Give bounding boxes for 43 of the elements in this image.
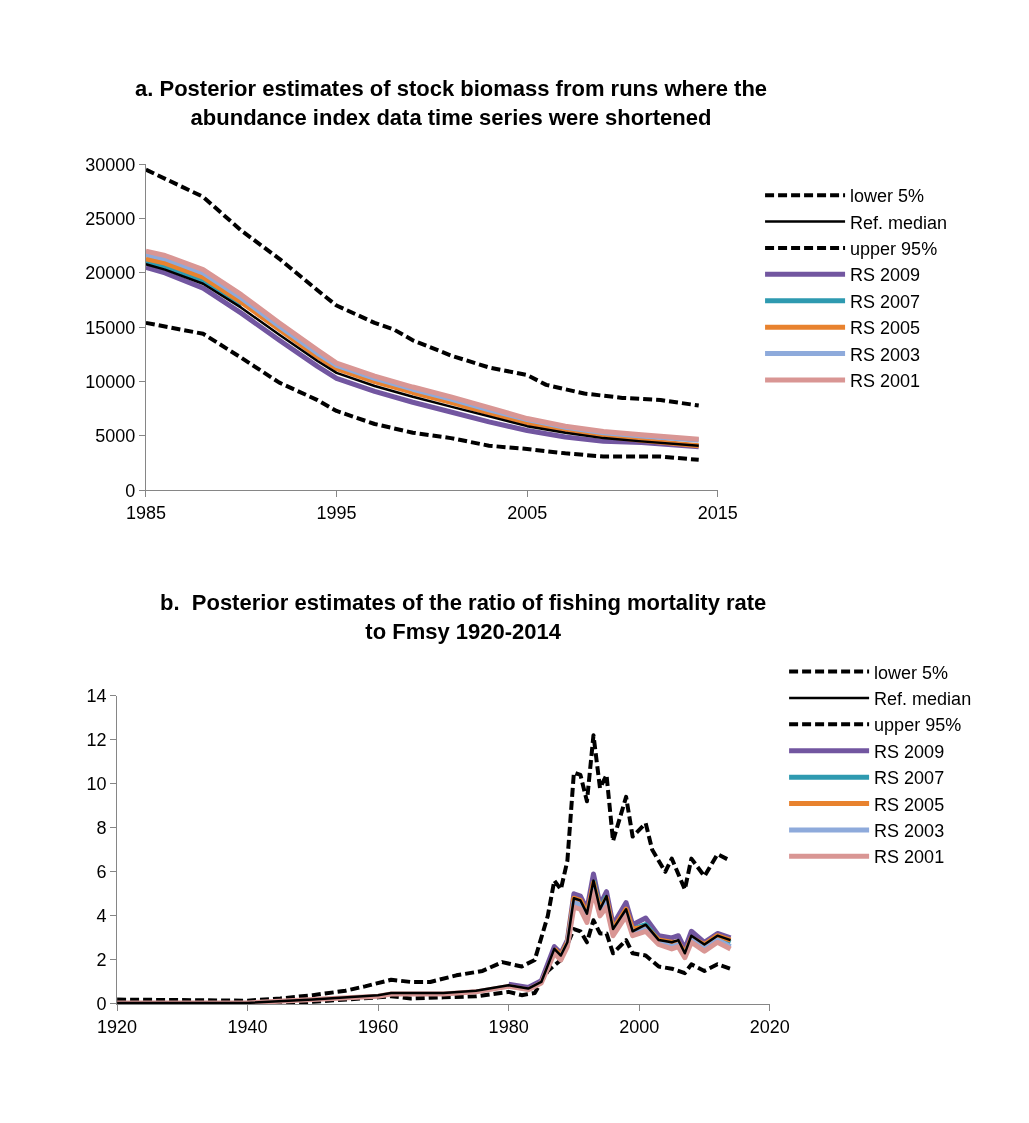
y-tick-label: 10000 — [85, 371, 136, 392]
y-tick-label: 14 — [86, 685, 107, 706]
chart-title: a. Posterior estimates of stock biomass from runs where the abundance index data time series were shortened — [135, 76, 768, 130]
x-tick-label: 2020 — [749, 1016, 790, 1037]
y-tick-label: 5000 — [95, 426, 136, 447]
x-tick-label: 1985 — [125, 502, 166, 523]
legend-label: RS 2009 — [850, 265, 921, 286]
legend-label: RS 2001 — [850, 370, 921, 391]
x-tick-label: 2005 — [507, 502, 548, 523]
y-tick-label: 8 — [96, 818, 107, 839]
legend-label: RS 2007 — [850, 291, 921, 312]
x-tick-label: 2000 — [619, 1016, 660, 1037]
y-tick-label: 12 — [86, 729, 107, 750]
y-tick-label: 0 — [96, 994, 107, 1015]
legend-label: RS 2009 — [874, 741, 945, 762]
x-tick-label: 1940 — [227, 1016, 268, 1037]
legend-label: lower 5% — [874, 662, 949, 683]
y-tick-label: 0 — [125, 480, 136, 501]
y-tick-label: 6 — [96, 862, 107, 883]
x-tick-label: 1960 — [358, 1016, 399, 1037]
legend-label: RS 2003 — [850, 344, 921, 365]
legend-label: RS 2005 — [874, 794, 945, 815]
legend-label: RS 2005 — [850, 318, 921, 339]
legend-label: upper 95% — [874, 715, 962, 736]
x-tick-label: 1995 — [316, 502, 357, 523]
legend-label: Ref. median — [874, 688, 972, 709]
legend-label: upper 95% — [850, 238, 938, 259]
chart-title: b. Posterior estimates of the ratio of fishing mortality rate to Fmsy 1920-2014 — [160, 590, 767, 644]
x-tick-label: 2015 — [697, 502, 738, 523]
legend-label: lower 5% — [850, 186, 925, 207]
y-tick-label: 2 — [96, 950, 107, 971]
y-tick-label: 4 — [96, 906, 107, 927]
legend-label: Ref. median — [850, 212, 948, 233]
legend-label: RS 2003 — [874, 820, 945, 841]
legend-label: RS 2001 — [874, 847, 945, 868]
x-tick-label: 1920 — [97, 1016, 138, 1037]
x-tick-label: 1980 — [488, 1016, 529, 1037]
y-tick-label: 30000 — [85, 154, 136, 175]
legend-label: RS 2007 — [874, 768, 945, 789]
y-tick-label: 15000 — [85, 317, 136, 338]
y-tick-label: 25000 — [85, 208, 136, 229]
y-tick-label: 10 — [86, 773, 107, 794]
y-tick-label: 20000 — [85, 263, 136, 284]
